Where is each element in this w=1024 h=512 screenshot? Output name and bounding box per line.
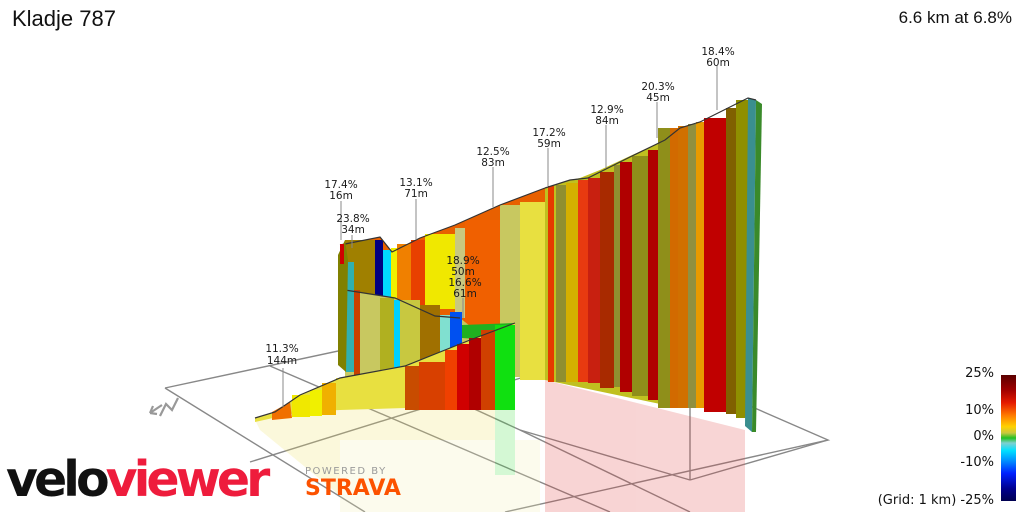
legend-label-0: 0% — [973, 429, 994, 444]
annotation-7: 17.2%59m — [532, 127, 566, 186]
veloviewer-logo: veloviewer — [6, 451, 270, 508]
legend-label-10: 10% — [965, 403, 994, 418]
annotation-4: 18.9%50m — [446, 255, 479, 278]
strava-logo: STRAVA — [305, 476, 401, 501]
wall-reflection — [255, 380, 745, 512]
svg-text:17.2%: 17.2% — [532, 127, 565, 139]
svg-text:20.3%: 20.3% — [641, 81, 674, 93]
climb-summary: 6.6 km at 6.8% — [898, 8, 1012, 27]
svg-text:11.3%: 11.3% — [265, 343, 298, 355]
svg-text:71m: 71m — [404, 188, 428, 200]
svg-text:144m: 144m — [267, 355, 297, 367]
powered-by-strava: POWERED BY STRAVA — [305, 466, 401, 501]
svg-text:12.5%: 12.5% — [476, 146, 509, 158]
annotation-3: 13.1%71m — [399, 177, 433, 240]
svg-text:50m: 50m — [451, 266, 475, 278]
svg-text:16m: 16m — [329, 190, 353, 202]
north-arrow-icon — [148, 397, 179, 417]
svg-text:12.9%: 12.9% — [590, 104, 623, 116]
climb-title: Kladje 787 — [12, 6, 116, 31]
svg-text:18.9%: 18.9% — [446, 255, 479, 267]
gradient-color-scale — [1001, 375, 1016, 501]
annotation-8: 12.9%84m — [590, 104, 624, 168]
svg-text:59m: 59m — [537, 138, 561, 150]
svg-text:34m: 34m — [341, 224, 365, 236]
svg-text:83m: 83m — [481, 157, 505, 169]
svg-text:61m: 61m — [453, 288, 477, 300]
wall-left-stub — [338, 240, 348, 372]
legend-label-min: (Grid: 1 km) -25% — [877, 493, 994, 508]
svg-text:17.4%: 17.4% — [324, 179, 357, 191]
svg-text:60m: 60m — [706, 57, 730, 69]
annotation-0: 11.3%144m — [265, 343, 299, 407]
annotation-5: 16.6%61m — [448, 277, 482, 318]
svg-text:84m: 84m — [595, 115, 619, 127]
svg-text:45m: 45m — [646, 92, 670, 104]
annotation-6: 12.5%83m — [476, 146, 510, 207]
svg-text:18.4%: 18.4% — [701, 46, 734, 58]
powered-by-label: POWERED BY — [305, 466, 387, 477]
wall-far — [544, 97, 762, 432]
svg-text:23.8%: 23.8% — [336, 213, 369, 225]
legend-label-neg10: -10% — [960, 455, 994, 470]
annotation-2: 23.8%34m — [336, 213, 370, 248]
svg-text:13.1%: 13.1% — [399, 177, 432, 189]
annotation-9: 20.3%45m — [641, 81, 675, 138]
wall-front — [254, 322, 516, 422]
svg-text:16.6%: 16.6% — [448, 277, 481, 289]
segment-annotations: 11.3%144m 17.4%16m 23.8%34m 13.1%71m 18.… — [265, 46, 735, 407]
annotation-1: 17.4%16m — [324, 179, 358, 240]
gradient-legend: 25% 10% 0% -10% (Grid: 1 km) -25% — [854, 366, 1024, 512]
legend-label-max: 25% — [965, 366, 994, 381]
annotation-10: 18.4%60m — [701, 46, 735, 110]
